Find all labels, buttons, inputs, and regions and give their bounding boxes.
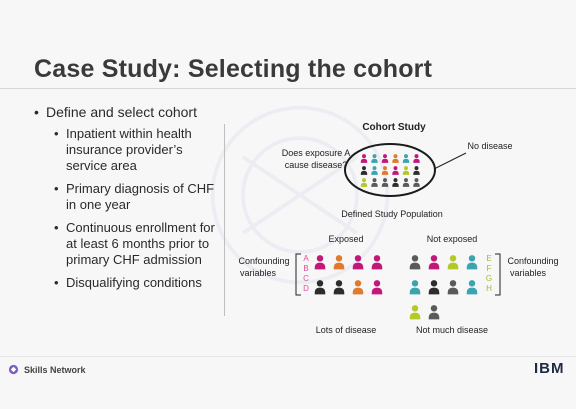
population-label: Defined Study Population [341,209,443,219]
person-icon [409,280,421,295]
no-disease-pointer [433,152,467,170]
letter-d: D [303,284,309,293]
person-icon [371,255,383,270]
confounding-left-line-2: variables [240,268,277,278]
letter-g: G [486,274,492,283]
person-icon [371,280,383,295]
slide-title: Case Study: Selecting the cohort [34,55,433,83]
diagram-title: Cohort Study [362,122,426,133]
person-icon [428,305,440,320]
not-exposed-label: Not exposed [427,234,478,244]
letter-f: F [487,264,492,273]
bullet-line: service area [66,158,137,173]
person-icon [402,178,410,187]
person-icon [381,166,389,175]
person-icon [392,178,399,187]
skills-network-icon [8,364,19,375]
person-icon [447,280,459,295]
bullet-line: insurance provider’s [66,142,183,157]
person-icon [381,154,389,163]
person-icon [413,154,420,163]
study-population-ellipse [344,143,436,197]
ibm-logo: IBM [534,360,565,377]
bullet-sub: Disqualifying conditions [34,275,224,291]
question-line-2: cause disease? [285,160,348,170]
not-much-disease-label: Not much disease [416,325,488,335]
skills-network-brand: Skills Network [8,364,86,375]
person-icon [371,178,378,187]
person-icon [371,154,378,163]
person-icon [447,255,459,270]
person-icon [333,280,345,295]
vertical-divider [224,124,225,316]
study-population-group [360,154,420,187]
letter-h: H [486,284,492,293]
person-icon [360,178,368,187]
person-icon [352,280,364,295]
person-icon [314,255,326,270]
bullet-line: in one year [66,197,131,212]
exposed-group [314,255,383,295]
bullet-line: primary CHF admission [66,252,202,267]
person-icon [314,280,326,295]
bullet-primary: Define and select cohort [34,104,224,120]
confounding-left-line-1: Confounding [238,256,289,266]
no-disease-label: No disease [467,141,512,151]
bullet-line: Disqualifying conditions [66,275,202,290]
person-icon [360,166,368,175]
person-icon [409,255,421,270]
person-icon [466,280,478,295]
person-icon [428,255,440,270]
letter-e: E [486,254,491,263]
bullet-line: Inpatient within health [66,126,192,141]
footer-divider [0,356,576,357]
person-icon [381,178,389,187]
not-exposed-group [409,255,478,320]
bullet-list: Define and select cohort Inpatient within… [34,104,224,298]
person-icon [428,280,440,295]
person-icon [392,166,399,175]
left-bracket [295,253,301,296]
person-icon [413,166,420,175]
letter-c: C [303,274,309,283]
bullet-line: Continuous enrollment for [66,220,215,235]
person-icon [360,154,368,163]
person-icon [466,255,478,270]
person-icon [333,255,345,270]
letter-b: B [303,264,308,273]
person-icon [402,166,410,175]
person-icon [409,305,421,320]
brand-label: Skills Network [24,364,86,375]
lots-of-disease-label: Lots of disease [316,325,377,335]
confounding-right-line-2: variables [510,268,547,278]
confounding-right-line-1: Confounding [507,256,558,266]
question-line-1: Does exposure A [282,148,351,158]
letter-a: A [303,254,309,263]
person-icon [371,166,378,175]
person-icon [352,255,364,270]
person-icon [402,154,410,163]
bullet-line: Primary diagnosis of CHF [66,181,215,196]
person-icon [413,178,420,187]
person-icon [392,154,399,163]
right-bracket [495,253,501,296]
bullet-line: at least 6 months prior to [66,236,210,251]
exposed-label: Exposed [328,234,363,244]
title-divider [0,88,576,89]
